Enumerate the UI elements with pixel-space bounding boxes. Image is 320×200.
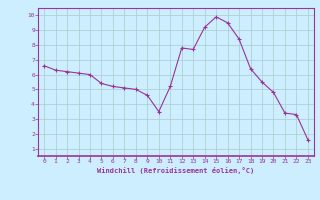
X-axis label: Windchill (Refroidissement éolien,°C): Windchill (Refroidissement éolien,°C) bbox=[97, 167, 255, 174]
